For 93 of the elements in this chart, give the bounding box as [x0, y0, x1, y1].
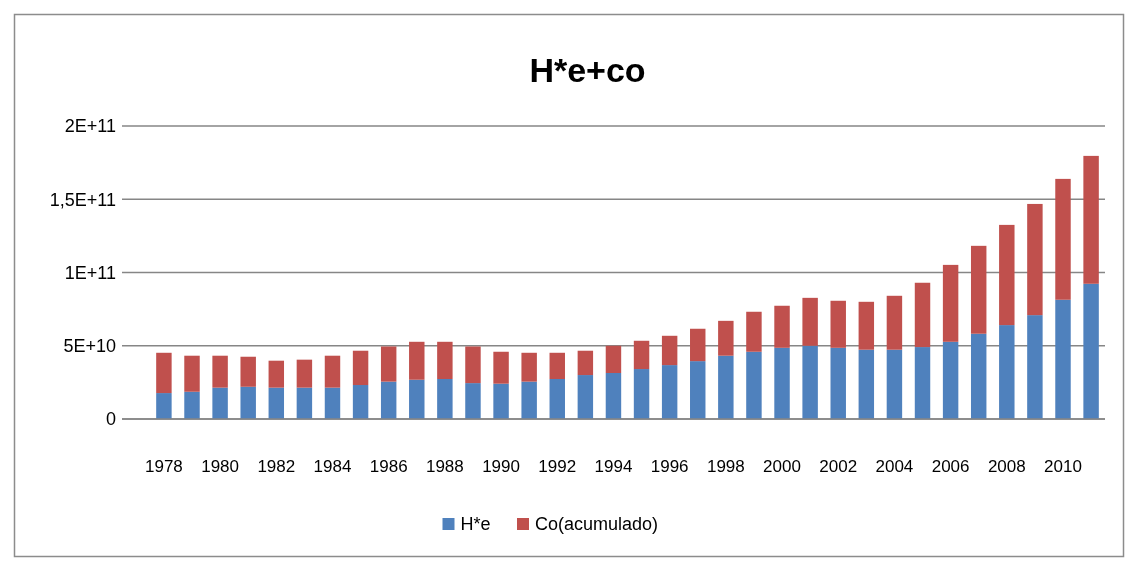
- bar: [802, 345, 818, 419]
- legend-label: H*e: [460, 514, 491, 534]
- bar: [746, 311, 762, 352]
- bar: [605, 373, 622, 419]
- chart-title: H*e+co: [529, 51, 646, 89]
- bar: [296, 359, 313, 388]
- bar: [1027, 315, 1043, 419]
- bar: [914, 282, 931, 348]
- y-tick-label: 0: [105, 409, 116, 430]
- bar: [296, 387, 313, 419]
- x-tick-label: 1988: [425, 457, 464, 476]
- y-tick-label: 2E+11: [64, 116, 116, 137]
- bar: [380, 381, 397, 419]
- bar: [409, 341, 425, 380]
- x-tick-label: 1980: [201, 457, 240, 476]
- bar: [858, 301, 875, 350]
- x-tick-label: 1984: [313, 457, 352, 476]
- bar: [577, 350, 594, 376]
- legend-label: Co(acumulado): [535, 514, 659, 534]
- y-tick-label: 5E+10: [63, 336, 116, 357]
- bar: [1027, 203, 1043, 316]
- bar: [718, 320, 734, 356]
- bar: [212, 355, 228, 388]
- x-tick-label: 2002: [819, 457, 858, 476]
- bar: [970, 245, 987, 334]
- y-tick-label: 1E+11: [64, 262, 116, 283]
- bar: [352, 385, 369, 419]
- bar: [268, 387, 285, 419]
- bar: [633, 369, 650, 419]
- y-tick-label: 1,5E+11: [49, 189, 116, 210]
- bar: [493, 383, 509, 419]
- bar: [409, 379, 425, 419]
- bar: [577, 375, 594, 419]
- bar: [437, 379, 453, 419]
- x-tick-label: 1986: [369, 457, 408, 476]
- bar: [184, 391, 200, 419]
- bar: [324, 355, 341, 388]
- bar: [437, 341, 453, 380]
- x-tick-label: 1992: [538, 457, 577, 476]
- x-tick-label: 1998: [706, 457, 745, 476]
- bar: [999, 325, 1015, 419]
- x-tick-label: 2004: [875, 457, 914, 476]
- bar: [324, 387, 341, 419]
- bar: [830, 347, 846, 419]
- bar: [465, 346, 481, 384]
- bar: [240, 386, 256, 419]
- x-tick-label: 1996: [650, 457, 689, 476]
- bar: [858, 349, 875, 419]
- bar: [802, 297, 818, 346]
- bar: [240, 356, 256, 387]
- x-tick-label: 2010: [1044, 457, 1082, 476]
- bar: [493, 351, 509, 384]
- bar: [521, 352, 537, 382]
- bar: [746, 351, 762, 419]
- x-tick-label: 1982: [257, 457, 296, 476]
- x-tick-label: 1990: [482, 457, 520, 476]
- bar: [690, 361, 706, 419]
- bar: [774, 347, 790, 419]
- bar: [661, 335, 678, 366]
- bar: [156, 393, 172, 419]
- x-tick-label: 2008: [987, 457, 1026, 476]
- bar: [999, 224, 1015, 326]
- bar: [212, 387, 228, 419]
- bar: [830, 300, 846, 348]
- bar: [718, 355, 734, 419]
- bar: [1083, 155, 1099, 284]
- bar: [352, 350, 369, 386]
- x-tick-label: 1978: [144, 457, 183, 476]
- bar: [886, 295, 903, 350]
- bar: [886, 349, 903, 419]
- bar: [942, 341, 959, 419]
- bar: [549, 352, 565, 380]
- bar: [465, 383, 481, 419]
- bar: [690, 328, 706, 362]
- bar: [970, 333, 987, 419]
- bar: [380, 346, 397, 382]
- x-tick-label: 1994: [594, 457, 633, 476]
- bar: [268, 360, 285, 388]
- bar: [605, 345, 622, 373]
- bar: [549, 379, 565, 419]
- x-tick-label: 2000: [763, 457, 801, 476]
- bar: [521, 381, 537, 419]
- bar: [774, 305, 790, 348]
- bar: [942, 264, 959, 342]
- bar: [633, 340, 650, 370]
- x-tick-label: 2006: [931, 457, 970, 476]
- bar: [914, 347, 931, 419]
- bar: [661, 365, 678, 419]
- bar: [156, 352, 172, 394]
- bar: [184, 355, 200, 392]
- bar: [1083, 283, 1099, 419]
- bar: [1055, 299, 1071, 419]
- bar: [1055, 178, 1071, 300]
